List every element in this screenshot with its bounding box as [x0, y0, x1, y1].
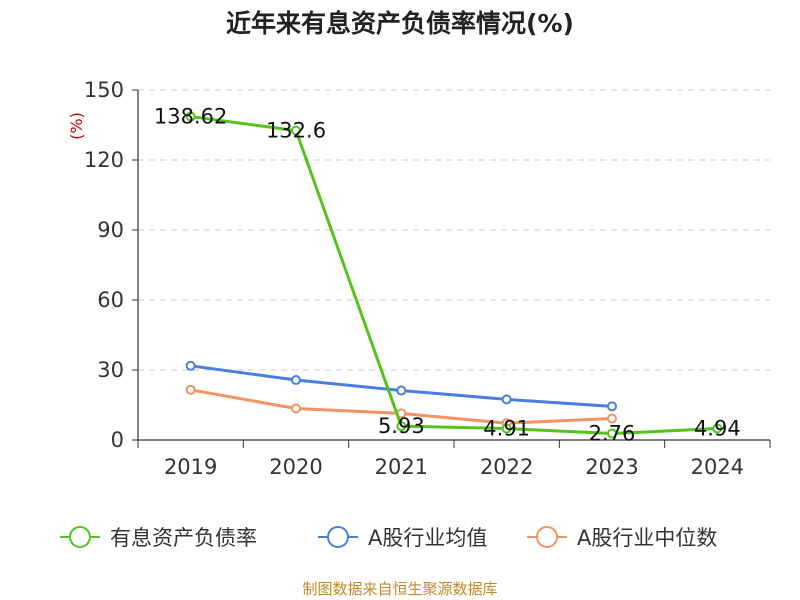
data-point[interactable] — [185, 384, 196, 395]
data-point[interactable] — [501, 423, 512, 434]
y-tick-label: 150 — [84, 78, 124, 102]
y-axis-label: (%) — [67, 112, 86, 140]
data-point[interactable] — [291, 125, 301, 136]
data-point[interactable] — [396, 385, 407, 396]
legend-marker-icon — [69, 526, 91, 548]
y-tick-label: 30 — [97, 358, 124, 382]
legend-label[interactable]: 有息资产负债率 — [110, 526, 257, 550]
source-note: 制图数据来自恒生聚源数据库 — [302, 580, 497, 598]
data-label: 2.76 — [589, 422, 636, 446]
legend-marker-icon — [536, 526, 558, 548]
legend-label[interactable]: A股行业均值 — [368, 526, 487, 550]
x-tick-label: 2019 — [164, 455, 217, 479]
y-tick-label: 120 — [84, 148, 124, 172]
data-point[interactable] — [501, 394, 512, 405]
y-tick-label: 60 — [97, 288, 124, 312]
data-label: 4.94 — [694, 416, 741, 440]
data-point[interactable] — [607, 401, 617, 412]
data-labels: 138.62 132.6 5.93 4.91 2.76 4.94 — [154, 105, 741, 446]
x-tick-label: 2022 — [480, 455, 533, 479]
y-tick-label: 90 — [97, 218, 124, 242]
y-tick-label: 0 — [111, 428, 124, 452]
data-label: 138.62 — [154, 105, 227, 129]
data-label: 4.91 — [483, 417, 530, 441]
x-tick-label: 2020 — [269, 455, 322, 479]
data-point[interactable] — [712, 423, 723, 434]
data-point[interactable] — [607, 413, 617, 424]
data-point[interactable] — [291, 375, 301, 386]
axes: 0 30 60 90 120 150 2019 2020 2021 2022 2023 2024 — [84, 78, 771, 479]
data-point[interactable] — [291, 403, 301, 414]
chart-title: 近年来有息资产负债率情况(%) — [226, 9, 574, 38]
data-label: 132.6 — [266, 119, 326, 143]
grid — [138, 89, 770, 371]
data-point[interactable] — [607, 428, 617, 439]
data-label: 5.93 — [378, 414, 425, 438]
x-tick-label: 2021 — [375, 455, 428, 479]
legend-label[interactable]: A股行业中位数 — [577, 526, 717, 550]
series-line — [190, 115, 718, 436]
data-point[interactable] — [396, 421, 407, 432]
legend[interactable]: 有息资产负债率 A股行业均值 A股行业中位数 — [60, 526, 717, 550]
data-point[interactable] — [185, 360, 196, 371]
x-tick-label: 2024 — [691, 455, 744, 479]
x-tick-label: 2023 — [585, 455, 638, 479]
series — [185, 111, 723, 439]
data-point[interactable] — [185, 111, 196, 122]
legend-marker-icon — [327, 526, 349, 548]
